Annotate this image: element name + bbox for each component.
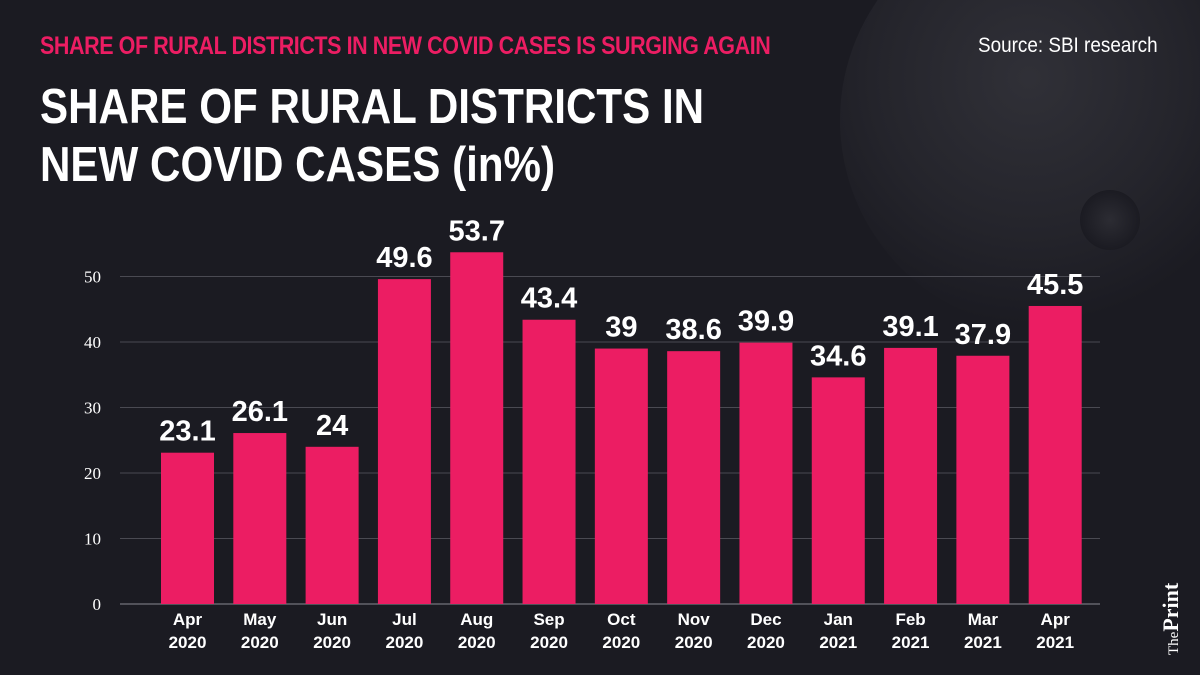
- theprint-logo: ThePrint: [1158, 582, 1183, 655]
- bar: [956, 355, 1010, 604]
- chart-title: SHARE OF RURAL DISTRICTS IN NEW COVID CA…: [40, 78, 704, 194]
- bar: [161, 452, 214, 604]
- x-tick-label-year: 2020: [458, 633, 496, 652]
- data-label: 53.7: [449, 215, 505, 247]
- data-label: 26.1: [232, 396, 288, 428]
- x-tick-label: Feb: [895, 610, 925, 629]
- data-label: 37.9: [955, 319, 1011, 351]
- background-virus-particle: [1080, 190, 1140, 250]
- data-label: 38.6: [665, 314, 721, 346]
- chart-title-line-2: NEW COVID CASES (in%): [40, 138, 556, 192]
- x-tick-label-year: 2020: [675, 633, 713, 652]
- chart-title-line-1: SHARE OF RURAL DISTRICTS IN: [40, 80, 705, 134]
- data-label: 34.6: [810, 340, 866, 372]
- x-tick-label-year: 2020: [169, 633, 207, 652]
- x-tick-label-year: 2020: [313, 633, 351, 652]
- bar: [305, 446, 359, 604]
- y-tick-label: 40: [84, 333, 101, 352]
- x-tick-label-year: 2020: [386, 633, 424, 652]
- x-tick-label: Oct: [607, 610, 636, 629]
- bar: [522, 319, 576, 604]
- x-tick-label: Aug: [460, 610, 493, 629]
- bar: [1028, 305, 1082, 604]
- y-tick-label: 50: [84, 268, 101, 287]
- kicker-headline: SHARE OF RURAL DISTRICTS IN NEW COVID CA…: [40, 32, 771, 60]
- data-label: 39: [605, 312, 637, 344]
- data-label: 24: [316, 410, 348, 442]
- x-tick-label: Jul: [392, 610, 417, 629]
- bar: [884, 347, 938, 604]
- x-tick-label-year: 2020: [241, 633, 279, 652]
- source-credit: Source: SBI research: [978, 34, 1158, 57]
- data-label: 49.6: [376, 242, 432, 274]
- x-tick-label-year: 2020: [530, 633, 568, 652]
- bar: [667, 351, 721, 604]
- x-tick-label: Sep: [533, 610, 564, 629]
- data-label: 45.5: [1027, 269, 1083, 301]
- x-tick-label-year: 2021: [964, 633, 1002, 652]
- x-tick-label: Apr: [173, 610, 203, 629]
- bar: [739, 342, 793, 604]
- y-tick-label: 0: [93, 595, 102, 614]
- data-label: 43.4: [521, 283, 577, 315]
- bar: [450, 252, 504, 604]
- x-tick-label: May: [243, 610, 277, 629]
- x-tick-label: Apr: [1041, 610, 1071, 629]
- x-tick-label-year: 2020: [602, 633, 640, 652]
- x-tick-label: Jun: [317, 610, 347, 629]
- x-tick-label: Mar: [968, 610, 999, 629]
- y-tick-label: 30: [84, 399, 101, 418]
- data-label: 39.1: [882, 311, 938, 343]
- bar: [377, 279, 431, 604]
- y-tick-label: 10: [84, 530, 101, 549]
- bar: [233, 433, 287, 604]
- x-tick-label-year: 2020: [747, 633, 785, 652]
- x-tick-label-year: 2021: [1036, 633, 1074, 652]
- x-tick-label: Jan: [824, 610, 853, 629]
- bar: [811, 377, 865, 604]
- data-label: 23.1: [159, 416, 215, 448]
- x-tick-label: Dec: [750, 610, 781, 629]
- bar: [594, 348, 648, 604]
- y-tick-label: 20: [84, 464, 101, 483]
- x-tick-label: Nov: [678, 610, 711, 629]
- x-tick-label-year: 2021: [892, 633, 930, 652]
- data-label: 39.9: [738, 306, 794, 338]
- x-tick-label-year: 2021: [819, 633, 857, 652]
